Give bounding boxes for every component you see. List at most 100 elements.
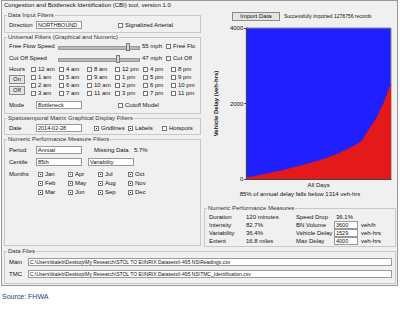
html-text:36.1%: 36.1%	[336, 214, 353, 220]
html-text:Source: FHWA: Source: FHWA	[2, 293, 49, 300]
html-text:2 pm: 2 pm	[122, 82, 136, 88]
html-text:120 minutes: 120 minutes	[246, 214, 279, 220]
html-text:11 am: 11 am	[94, 90, 111, 96]
html-text:Signalized Arterial: Signalized Arterial	[125, 22, 173, 28]
html-text:Cut Off Speed: Cut Off Speed	[9, 55, 47, 61]
html-text:36.4%: 36.4%	[246, 230, 263, 236]
html-text:47 mph: 47 mph	[142, 55, 162, 61]
html-text:4 pm: 4 pm	[150, 66, 164, 72]
html-text:Intensity: Intensity	[209, 222, 232, 228]
html-text:NORTHBOUND: NORTHBOUND	[38, 22, 78, 28]
html-text:Hotspots: Hotspots	[169, 125, 193, 131]
html-text:Import Data: Import Data	[240, 13, 272, 19]
html-text:4 am: 4 am	[66, 66, 80, 72]
html-text:Universal Filters (Graphical a: Universal Filters (Graphical and Numeric…	[8, 34, 118, 40]
html-text:Off: Off	[13, 87, 21, 93]
svg-text:0: 0	[240, 176, 244, 182]
html-text:Date: Date	[9, 125, 22, 131]
html-text:Jan: Jan	[45, 171, 55, 177]
html-text:veh/h: veh/h	[361, 222, 376, 228]
html-text:5 am: 5 am	[66, 74, 80, 80]
html-text:veh-hrs: veh-hrs	[361, 238, 381, 244]
html-text:Dec: Dec	[135, 189, 146, 195]
html-text:Direction: Direction	[9, 22, 33, 28]
html-text:Cut Off: Cut Off	[173, 55, 192, 61]
html-text:Free Flow Speed: Free Flow Speed	[9, 43, 55, 49]
html-text:Mode: Mode	[9, 102, 24, 108]
html-text:2014-02-28: 2014-02-28	[38, 125, 67, 131]
html-text:8 pm: 8 pm	[178, 66, 192, 72]
html-text:Congestion and Bottleneck Iden: Congestion and Bottleneck Identification…	[4, 2, 171, 8]
html-text:10 pm: 10 pm	[178, 82, 195, 88]
html-text:Gridlines: Gridlines	[101, 125, 125, 131]
html-text:1 am: 1 am	[38, 74, 52, 80]
html-text:3 pm: 3 pm	[122, 90, 136, 96]
html-text:Feb: Feb	[45, 180, 56, 186]
html-text:Numeric Performance Measures: Numeric Performance Measures	[208, 205, 295, 211]
svg-text:4000: 4000	[230, 25, 244, 31]
html-text:85th: 85th	[38, 159, 49, 165]
html-text:Spatiotemporal Matrix Graphica: Spatiotemporal Matrix Graphical Display …	[8, 115, 133, 121]
html-text:On: On	[13, 76, 21, 82]
html-text:Sep: Sep	[105, 189, 116, 195]
html-text:7 am: 7 am	[66, 90, 80, 96]
html-text:7 pm: 7 pm	[150, 90, 164, 96]
html-text:16.8 miles: 16.8 miles	[246, 238, 274, 244]
html-text:12 am: 12 am	[38, 66, 55, 72]
html-text:55 mph: 55 mph	[142, 43, 162, 49]
html-text:Vehicle Delay: Vehicle Delay	[296, 230, 333, 236]
html-text:10 am: 10 am	[94, 82, 111, 88]
html-text:Data Files: Data Files	[8, 248, 35, 254]
html-text:Centile: Centile	[9, 159, 28, 165]
html-text:Labels: Labels	[135, 125, 153, 131]
html-text:Oct: Oct	[135, 171, 145, 177]
html-text:Numeric Performance Measure Fi: Numeric Performance Measure Filters	[8, 136, 110, 142]
html-text:Period: Period	[9, 147, 27, 153]
html-text:Max Delay: Max Delay	[296, 238, 325, 244]
html-text:8 am: 8 am	[94, 66, 108, 72]
html-text:veh-hrs: veh-hrs	[361, 230, 381, 236]
html-text:Main: Main	[9, 259, 22, 265]
html-text:Hours: Hours	[9, 66, 25, 72]
html-text:Variability: Variability	[209, 230, 235, 236]
html-text:Nov: Nov	[135, 180, 146, 186]
html-text:82.7%: 82.7%	[246, 222, 263, 228]
html-text:2 am: 2 am	[38, 82, 52, 88]
html-text:9 pm: 9 pm	[178, 74, 192, 80]
html-text:3 am: 3 am	[38, 90, 52, 96]
html-text:Jun: Jun	[75, 189, 85, 195]
html-text:3600: 3600	[336, 222, 349, 228]
svg-text:2000: 2000	[230, 101, 244, 107]
html-text:5 pm: 5 pm	[150, 74, 164, 80]
html-text:Variability: Variability	[90, 159, 114, 165]
html-text:Aug: Aug	[105, 180, 116, 186]
html-text:6 pm: 6 pm	[150, 82, 164, 88]
html-text:1529: 1529	[336, 230, 349, 236]
html-text:11 pm: 11 pm	[178, 90, 195, 96]
svg-text:85% of annual delay falls belo: 85% of annual delay falls below 1314 veh…	[240, 191, 361, 197]
html-text:12 pm: 12 pm	[122, 66, 139, 72]
html-text:Mar: Mar	[45, 189, 56, 195]
html-text:Free Flo: Free Flo	[173, 43, 196, 49]
html-text:Data Input Filters: Data Input Filters	[8, 12, 54, 18]
html-text:Successfully imported 1278756: Successfully imported 1278756 records	[284, 13, 372, 19]
html-text:Annual: Annual	[38, 147, 56, 153]
html-text:4000: 4000	[336, 238, 349, 244]
html-text:1 pm: 1 pm	[122, 74, 136, 80]
html-text:Apr: Apr	[75, 171, 85, 177]
html-text:Extent: Extent	[209, 238, 226, 244]
html-text:Bottleneck: Bottleneck	[38, 102, 64, 108]
html-text:6 am: 6 am	[66, 82, 80, 88]
html-text:Months: Months	[9, 171, 29, 177]
html-text:9 am: 9 am	[94, 74, 108, 80]
html-text:Cutoff Model: Cutoff Model	[125, 102, 159, 108]
html-text:BN Volume: BN Volume	[296, 222, 326, 228]
svg-text:Vehicle Delay (veh-hrs): Vehicle Delay (veh-hrs)	[213, 71, 219, 137]
html-text:Missing Data: Missing Data	[94, 147, 129, 153]
svg-text:All Days: All Days	[308, 182, 330, 188]
html-text:Jul: Jul	[105, 171, 113, 177]
html-text:5.7%: 5.7%	[134, 147, 148, 153]
html-text:Speed Drop: Speed Drop	[296, 214, 328, 220]
html-text:May: May	[75, 180, 87, 186]
html-text:Duration: Duration	[209, 214, 232, 220]
